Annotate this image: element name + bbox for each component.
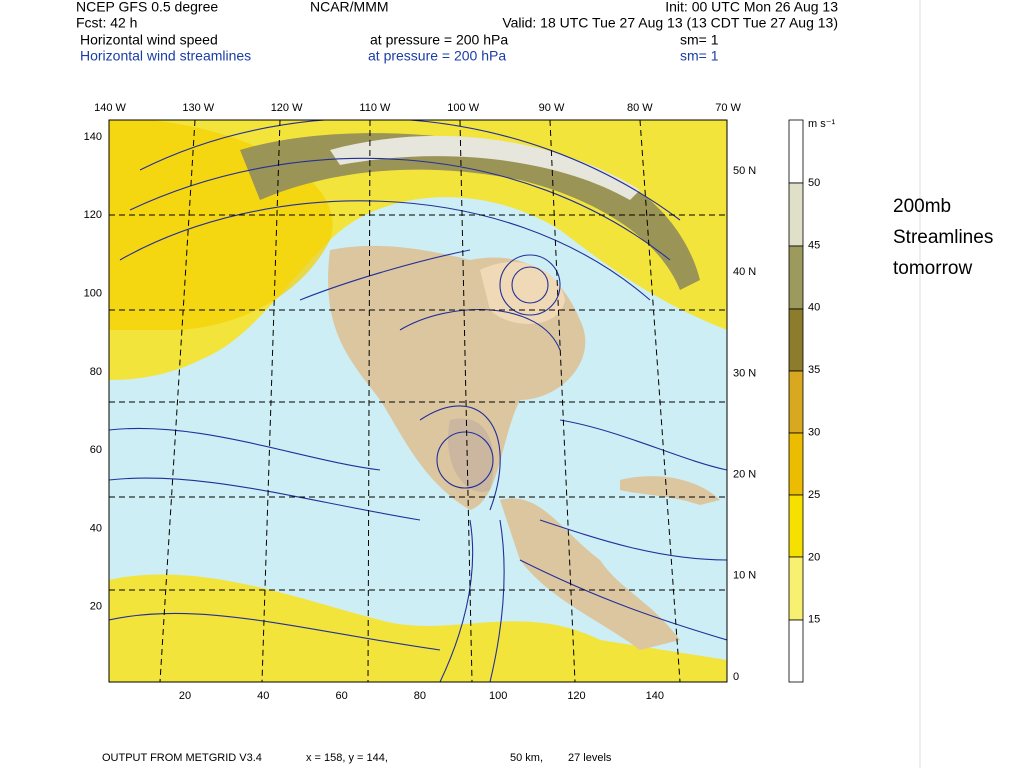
lat-lon-grid bbox=[109, 120, 727, 682]
lon-label: 80 W bbox=[627, 102, 653, 114]
colorbar-unit: m s⁻¹ bbox=[808, 118, 836, 130]
footer-text: x = 158, y = 144, bbox=[306, 752, 388, 764]
header-text: Valid: 18 UTC Tue 27 Aug 13 (13 CDT Tue … bbox=[502, 15, 838, 31]
footer-text: OUTPUT FROM METGRID V3.4 bbox=[102, 752, 262, 764]
y-label: 140 bbox=[84, 131, 102, 143]
field-label: Horizontal wind speed bbox=[80, 32, 218, 48]
x-label: 60 bbox=[335, 690, 347, 702]
lon-label: 90 W bbox=[539, 102, 565, 114]
streamline-vortex bbox=[436, 431, 494, 489]
lat-label: 20 N bbox=[733, 469, 756, 481]
header-text: Fcst: 42 h bbox=[76, 15, 137, 31]
colorbar-label: 25 bbox=[808, 489, 820, 501]
field-label: sm= 1 bbox=[680, 32, 719, 48]
field-label: Horizontal wind streamlines bbox=[80, 48, 251, 64]
colorbar-label: 50 bbox=[808, 177, 820, 189]
lat-label: 30 N bbox=[733, 367, 756, 379]
x-label: 20 bbox=[179, 690, 191, 702]
x-label: 120 bbox=[567, 690, 585, 702]
streamline-vortex bbox=[511, 266, 549, 304]
header-text: Init: 00 UTC Mon 26 Aug 13 bbox=[665, 0, 838, 15]
note-text: Streamlines bbox=[893, 227, 993, 248]
x-label: 40 bbox=[257, 690, 269, 702]
x-label: 80 bbox=[414, 690, 426, 702]
lat-label: 10 N bbox=[733, 570, 756, 582]
colorbar-label: 15 bbox=[808, 614, 820, 626]
lat-label: 40 N bbox=[733, 266, 756, 278]
streamline-vortex bbox=[499, 254, 561, 316]
colorbar-label: 30 bbox=[808, 427, 820, 439]
lon-label: 120 W bbox=[271, 102, 303, 114]
y-label: 40 bbox=[90, 522, 102, 534]
footer-text: 50 km, bbox=[510, 752, 543, 764]
header-text: NCAR/MMM bbox=[310, 0, 389, 15]
colorbar bbox=[788, 119, 804, 683]
colorbar-label: 40 bbox=[808, 302, 820, 314]
map-frame bbox=[108, 119, 728, 683]
y-label: 80 bbox=[90, 366, 102, 378]
colorbar-label: 35 bbox=[808, 364, 820, 376]
field-label: at pressure = 200 hPa bbox=[368, 48, 506, 64]
y-label: 120 bbox=[84, 209, 102, 221]
map-field bbox=[109, 120, 727, 682]
lon-label: 70 W bbox=[715, 102, 741, 114]
lon-label: 130 W bbox=[182, 102, 214, 114]
x-label: 100 bbox=[489, 690, 507, 702]
note-text: 200mb bbox=[893, 196, 951, 217]
lon-label: 100 W bbox=[447, 102, 479, 114]
lon-label: 110 W bbox=[359, 102, 391, 114]
field-label: at pressure = 200 hPa bbox=[370, 32, 508, 48]
field-label: sm= 1 bbox=[680, 48, 719, 64]
y-label: 20 bbox=[90, 601, 102, 613]
note-text: tomorrow bbox=[893, 258, 972, 279]
colorbar-label: 20 bbox=[808, 551, 820, 563]
y-label: 100 bbox=[84, 288, 102, 300]
header-text: NCEP GFS 0.5 degree bbox=[76, 0, 218, 15]
x-label: 140 bbox=[646, 690, 664, 702]
lat-label: 0 bbox=[733, 671, 739, 683]
y-label: 60 bbox=[90, 444, 102, 456]
lat-label: 50 N bbox=[733, 165, 756, 177]
footer-text: 27 levels bbox=[568, 752, 612, 764]
colorbar-label: 45 bbox=[808, 239, 820, 251]
lon-label: 140 W bbox=[94, 102, 126, 114]
